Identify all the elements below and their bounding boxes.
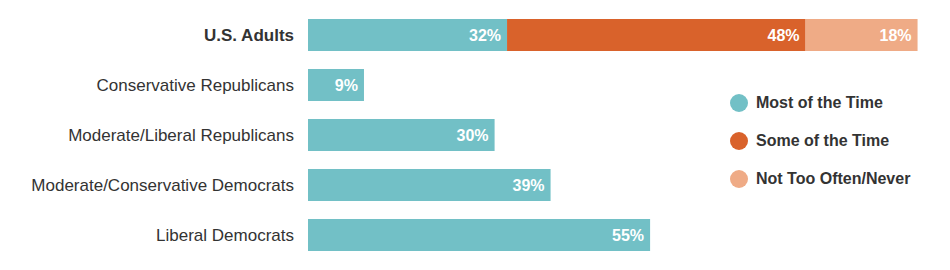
svg-text:32%: 32% [469,27,501,44]
svg-text:48%: 48% [768,27,800,44]
svg-text:55%: 55% [612,227,644,244]
svg-text:Moderate/Liberal Republicans: Moderate/Liberal Republicans [68,126,294,145]
html-text:Some of the Time: Some of the Time [756,132,890,149]
svg-text:U.S. Adults: U.S. Adults [204,26,294,45]
svg-text:30%: 30% [457,127,489,144]
svg-text:Conservative Republicans: Conservative Republicans [97,76,295,95]
html-text:Most of the Time: Most of the Time [756,94,883,111]
svg-text:Liberal Democrats: Liberal Democrats [156,226,294,245]
html-text:Not Too Often/Never: Not Too Often/Never [756,170,911,187]
svg-text:39%: 39% [513,177,545,194]
svg-text:Moderate/Conservative Democrat: Moderate/Conservative Democrats [31,176,294,195]
svg-text:9%: 9% [335,77,358,94]
svg-text:18%: 18% [880,27,912,44]
